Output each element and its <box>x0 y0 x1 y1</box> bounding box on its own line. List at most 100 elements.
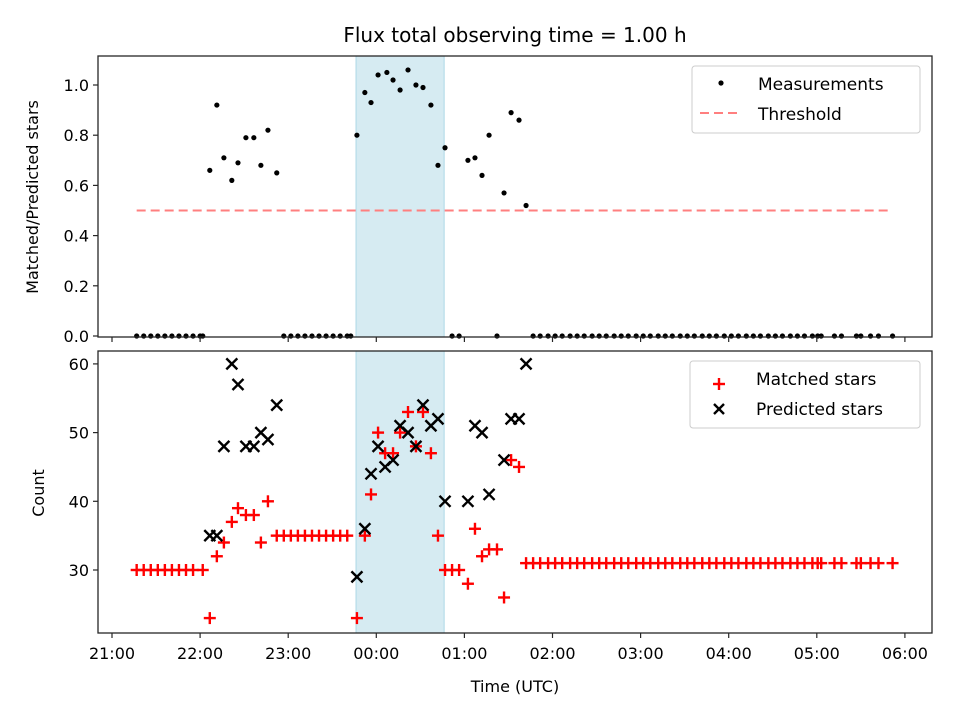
bottom-legend: Matched stars Predicted stars <box>689 360 921 429</box>
measurement-point <box>743 333 749 339</box>
measurement-point <box>265 127 271 133</box>
measurement-point <box>302 333 308 339</box>
measurement-point <box>295 333 301 339</box>
x-tick-label: 22:00 <box>177 644 223 663</box>
measurement-point <box>706 333 712 339</box>
x-tick-label: 06:00 <box>882 644 928 663</box>
matched-star-marker <box>196 564 209 576</box>
legend-predicted-label: Predicted stars <box>756 400 883 420</box>
predicted-star-marker <box>371 439 385 453</box>
measurement-point <box>618 333 624 339</box>
predicted-star-marker <box>438 494 452 508</box>
measurement-point <box>449 333 455 339</box>
measurement-point <box>337 333 343 339</box>
top-legend-box <box>691 65 921 134</box>
matched-star-marker <box>815 557 828 570</box>
measurement-point <box>258 162 264 168</box>
measurement-point <box>288 333 294 339</box>
top-y-tick-label: 0.8 <box>64 126 89 145</box>
measurement-point <box>235 160 241 166</box>
matched-star-marker <box>513 460 526 473</box>
measurement-point <box>428 102 434 108</box>
measurement-point <box>779 333 786 339</box>
measurement-point <box>162 333 168 339</box>
measurement-point <box>486 132 492 138</box>
legend-measurements-marker <box>718 80 724 86</box>
matched-star-marker <box>402 405 415 418</box>
measurement-point <box>316 333 322 339</box>
predicted-stars-series <box>203 357 533 584</box>
predicted-star-marker <box>497 453 511 467</box>
measurement-point <box>354 132 360 138</box>
legend-matched-label: Matched stars <box>756 370 876 390</box>
measurement-point <box>465 157 471 163</box>
predicted-star-marker <box>409 439 423 453</box>
predicted-star-marker <box>401 426 415 439</box>
bottom-panel: 30 40 50 60 21:00 22:00 23:00 00:00 01:00 02:00 0… <box>29 350 933 696</box>
measurement-point <box>611 333 617 339</box>
measurement-point <box>567 333 573 339</box>
predicted-star-marker <box>225 357 239 371</box>
measurement-point <box>281 333 287 339</box>
top-y-tick-label: 0.0 <box>64 327 89 346</box>
measurement-point <box>207 167 213 173</box>
matched-star-marker <box>461 577 474 590</box>
matched-star-marker <box>476 550 489 563</box>
measurement-point <box>625 333 631 339</box>
measurement-point <box>867 333 874 339</box>
x-tick-label: 04:00 <box>706 644 752 663</box>
chart-title: Flux total observing time = 1.00 h <box>343 23 686 47</box>
x-tick-label: 21:00 <box>89 644 135 663</box>
bottom-y-tick-label: 50 <box>69 424 89 443</box>
top-panel: 0.0 0.2 0.4 0.6 0.8 1.0 Matched/Predicted sta… <box>23 55 933 346</box>
top-y-tick-label: 0.2 <box>64 277 89 296</box>
predicted-star-marker <box>519 357 533 371</box>
measurement-point <box>633 333 639 339</box>
measurement-point <box>501 190 507 196</box>
measurement-point <box>858 333 864 339</box>
measurement-point <box>274 170 280 176</box>
measurement-point <box>229 177 235 183</box>
x-tick-label: 02:00 <box>529 644 575 663</box>
top-y-tick-label: 1.0 <box>64 76 89 95</box>
matched-star-marker <box>203 612 216 625</box>
measurement-point <box>647 333 653 339</box>
measurement-point <box>559 333 565 339</box>
matched-star-marker <box>424 447 437 460</box>
matched-star-marker <box>498 591 511 604</box>
measurement-point <box>516 117 522 123</box>
top-y-ticks: 0.0 0.2 0.4 0.6 0.8 1.0 <box>64 76 98 346</box>
matched-star-marker <box>210 550 223 563</box>
bottom-x-ticks: 21:00 22:00 23:00 00:00 01:00 02:00 03:00 04:00… <box>89 633 928 663</box>
measurement-point <box>831 333 838 339</box>
bottom-y-axis-label: Count <box>29 469 48 517</box>
measurement-point <box>537 333 543 339</box>
measurement-point <box>875 333 882 339</box>
measurement-point <box>134 333 140 339</box>
measurement-point <box>818 333 824 339</box>
measurement-point <box>640 333 646 339</box>
matched-star-marker <box>365 488 378 501</box>
measurement-point <box>750 333 756 339</box>
measurement-point <box>655 333 661 339</box>
measurement-point <box>141 333 147 339</box>
matched-star-marker <box>225 515 238 528</box>
predicted-star-marker <box>261 433 275 446</box>
matched-star-marker <box>872 557 885 570</box>
x-tick-label: 01:00 <box>441 644 487 663</box>
top-y-axis-label: Matched/Predicted stars <box>23 100 42 294</box>
matched-star-marker <box>247 509 260 522</box>
matched-star-marker <box>372 426 385 439</box>
bottom-y-ticks: 30 40 50 60 <box>69 355 98 580</box>
predicted-star-marker <box>364 467 378 481</box>
top-axes-frame <box>97 55 933 338</box>
matched-star-marker <box>468 522 481 535</box>
bottom-axes-frame <box>97 350 933 634</box>
measurement-point <box>472 155 478 161</box>
predicted-star-marker <box>231 378 245 391</box>
matched-star-marker <box>490 543 503 556</box>
measurement-point <box>838 333 845 339</box>
measurement-point <box>589 333 595 339</box>
measurement-point <box>699 333 705 339</box>
measurement-point <box>251 135 257 141</box>
